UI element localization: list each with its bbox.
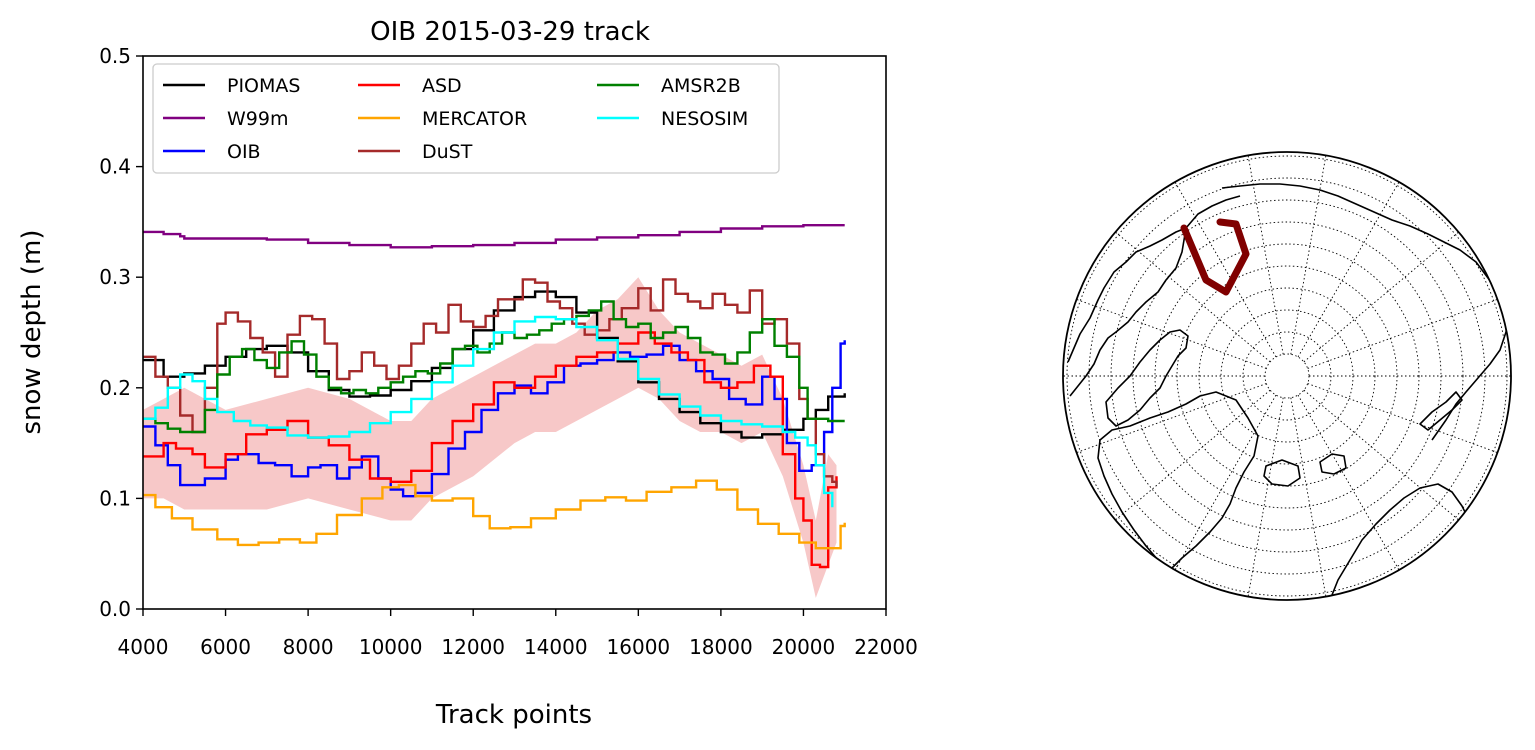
legend-entry-asd: ASD xyxy=(358,75,462,97)
y-tick-label: 0.3 xyxy=(99,265,131,289)
y-tick-label: 0.2 xyxy=(99,376,131,400)
uncertainty-band-layer xyxy=(143,277,837,598)
coastline-novaya-zemlya xyxy=(1419,391,1463,431)
meridian-line xyxy=(1174,394,1277,571)
meridian-line xyxy=(1247,397,1284,597)
series-layer xyxy=(143,224,846,569)
y-tick-label: 0.4 xyxy=(99,155,131,179)
oib-flight-track xyxy=(1180,218,1250,296)
coastline-siberia xyxy=(1221,183,1509,441)
y-axis-label: snow depth (m) xyxy=(17,229,47,434)
legend-box xyxy=(152,63,780,174)
plot-frame xyxy=(142,55,887,610)
x-axis-label: Track points xyxy=(435,700,592,730)
latitude-circle xyxy=(1154,243,1420,509)
legend: PIOMAS ASD AMSR2B W99m MERCATOR NESOSIM OIB DuS… xyxy=(152,63,780,174)
x-tick-label: 4000 xyxy=(118,635,169,659)
meridian-line xyxy=(1290,397,1327,597)
latitude-circle xyxy=(1198,287,1376,465)
meridian-line xyxy=(1174,181,1277,358)
legend-entry-nesosim: NESOSIM xyxy=(597,108,748,130)
latitude-circle xyxy=(1242,331,1332,421)
y-tick-layer: 0.0 0.1 0.2 0.3 0.4 0.5 xyxy=(99,44,143,621)
x-tick-label: 22000 xyxy=(854,635,918,659)
x-tick-label: 12000 xyxy=(441,635,505,659)
y-tick-label: 0.5 xyxy=(99,44,131,68)
meridian-line xyxy=(1076,298,1267,369)
meridian-line xyxy=(1303,231,1459,363)
legend-entry-oib: OIB xyxy=(163,141,261,163)
meridian-line xyxy=(1307,298,1498,369)
legend-label: OIB xyxy=(227,141,261,163)
legend-label: AMSR2B xyxy=(661,75,741,97)
meridian-line xyxy=(1247,155,1284,355)
x-tick-label: 14000 xyxy=(524,635,588,659)
legend-entry-amsr2b: AMSR2B xyxy=(597,75,741,97)
coastline-north-america xyxy=(1067,227,1187,397)
coastline-alaska xyxy=(1185,195,1241,229)
legend-entry-piomas: PIOMAS xyxy=(163,75,300,97)
series-line-w99m xyxy=(143,224,845,249)
polar-map xyxy=(1062,151,1512,601)
coastline-svalbard xyxy=(1319,453,1347,475)
legend-label: NESOSIM xyxy=(661,108,748,130)
legend-label: ASD xyxy=(422,75,462,97)
map-graticule xyxy=(1063,155,1511,597)
latitude-circle xyxy=(1066,155,1508,597)
series-line-nesosim xyxy=(143,315,834,508)
map-ocean xyxy=(1063,152,1511,600)
legend-label: MERCATOR xyxy=(422,108,527,130)
legend-entry-mercator: MERCATOR xyxy=(358,108,527,130)
meridian-line xyxy=(1303,389,1459,521)
series-line-mercator xyxy=(143,479,846,550)
series-line-dust xyxy=(143,278,838,488)
meridian-line xyxy=(1290,155,1327,355)
series-line-amsr2b xyxy=(143,300,845,434)
y-tick-label: 0.1 xyxy=(99,486,131,510)
x-tick-layer: 4000 6000 8000 10000 12000 14000 16000 18000 200… xyxy=(118,609,918,659)
y-tick-label: 0.0 xyxy=(99,597,131,621)
legend-entry-w99m: W99m xyxy=(163,108,288,130)
series-line-asd xyxy=(143,331,838,569)
x-tick-label: 8000 xyxy=(283,635,334,659)
x-tick-label: 20000 xyxy=(772,635,836,659)
series-line-piomas xyxy=(143,290,846,439)
asd-uncertainty-band xyxy=(143,277,837,598)
chart-title: OIB 2015-03-29 track xyxy=(370,17,650,47)
legend-label: W99m xyxy=(227,108,288,130)
latitude-circle xyxy=(1110,199,1464,553)
x-tick-label: 10000 xyxy=(359,635,423,659)
x-tick-label: 18000 xyxy=(689,635,753,659)
meridian-line xyxy=(1297,394,1400,571)
meridian-line xyxy=(1115,231,1271,363)
coastline-canadian-archipelago xyxy=(1105,329,1189,427)
x-tick-label: 6000 xyxy=(200,635,251,659)
x-tick-label: 16000 xyxy=(607,635,671,659)
meridian-line xyxy=(1307,383,1498,454)
legend-label: DuST xyxy=(422,141,473,163)
legend-label: PIOMAS xyxy=(227,75,300,97)
series-line-oib xyxy=(143,340,846,498)
meridian-line xyxy=(1115,389,1271,521)
legend-entry-dust: DuST xyxy=(358,141,473,163)
coastline-iceland xyxy=(1263,459,1301,487)
map-boundary xyxy=(1062,151,1512,601)
meridian-line xyxy=(1297,181,1400,358)
meridian-line xyxy=(1076,383,1267,454)
coastline-greenland xyxy=(1097,391,1259,571)
